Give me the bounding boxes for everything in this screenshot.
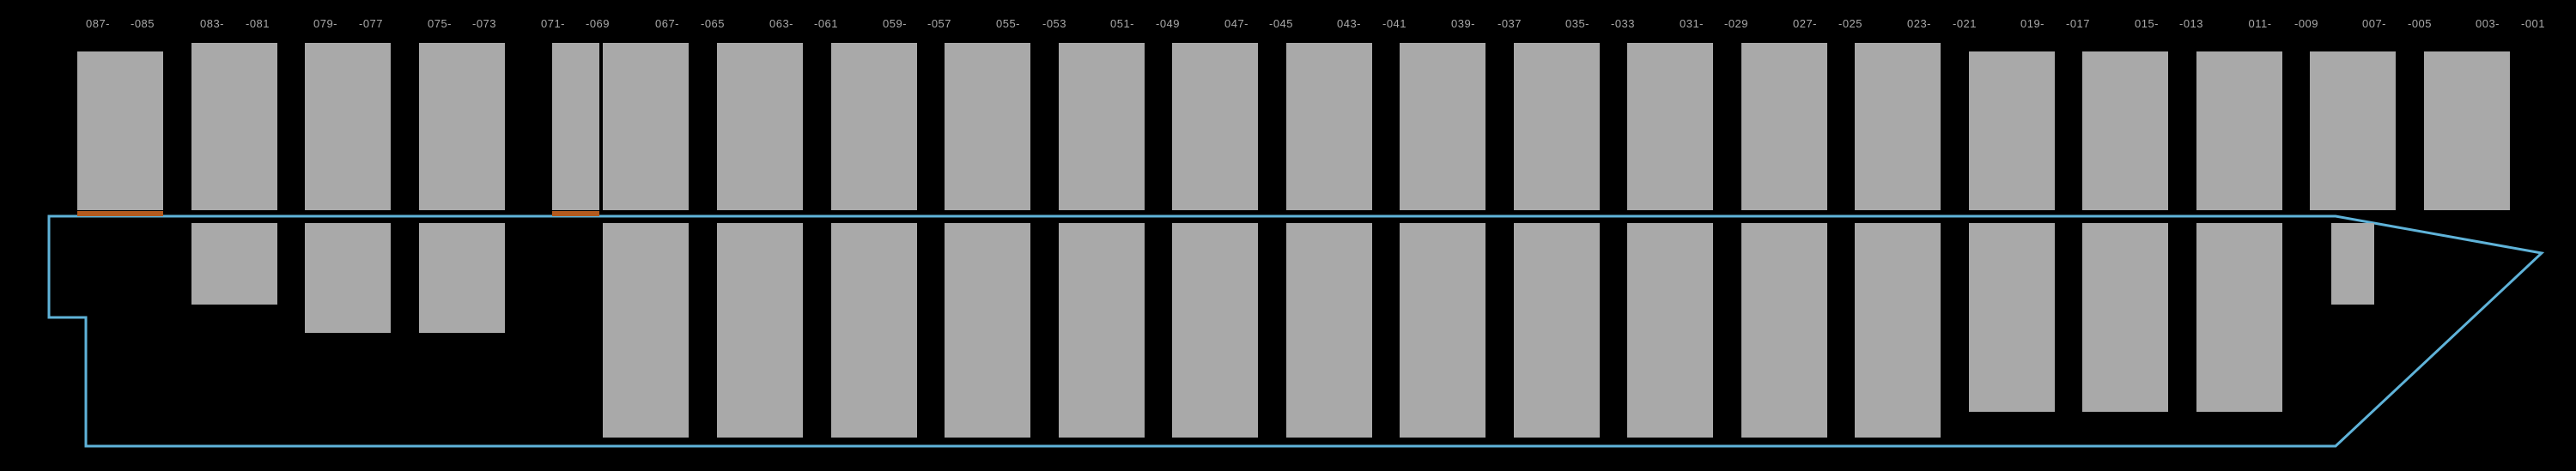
deck-bay[interactable] [1059, 43, 1145, 210]
bay-label: -005 [2394, 17, 2445, 30]
bay-label: 043- [1323, 17, 1375, 30]
bay-label: 047- [1211, 17, 1262, 30]
deck-bay[interactable] [945, 43, 1030, 210]
deck-bay[interactable] [1286, 43, 1372, 210]
deck-bay[interactable] [1172, 43, 1258, 210]
bay-label: 031- [1666, 17, 1717, 30]
bay-label: -065 [687, 17, 738, 30]
hold-bay[interactable] [191, 223, 277, 305]
bay-label: -013 [2166, 17, 2217, 30]
hold-bay[interactable] [1741, 223, 1827, 438]
deck-bay[interactable] [831, 43, 917, 210]
deck-bay[interactable] [2196, 51, 2282, 210]
hold-bay[interactable] [717, 223, 803, 438]
hold-bay[interactable] [945, 223, 1030, 438]
bay-label: -057 [914, 17, 965, 30]
bay-label: 051- [1097, 17, 1148, 30]
deck-bay[interactable] [1514, 43, 1600, 210]
deck-bay[interactable] [77, 51, 163, 210]
bay-label: -041 [1369, 17, 1420, 30]
hold-bay[interactable] [2082, 223, 2168, 412]
bay-label: -017 [2052, 17, 2104, 30]
hold-bay[interactable] [1059, 223, 1145, 438]
bay-label: 079- [300, 17, 351, 30]
hold-bay[interactable] [603, 223, 689, 438]
deck-bay[interactable] [2310, 51, 2396, 210]
deck-bay[interactable] [419, 43, 505, 210]
deck-bay[interactable] [603, 43, 689, 210]
bay-label: -021 [1939, 17, 1990, 30]
hold-bay[interactable] [305, 223, 391, 333]
hold-bay[interactable] [1855, 223, 1941, 438]
deck-bay[interactable] [2082, 51, 2168, 210]
hold-bay[interactable] [1627, 223, 1713, 438]
bay-label: 035- [1552, 17, 1603, 30]
deck-bay[interactable] [1400, 43, 1485, 210]
hold-bay[interactable] [1172, 223, 1258, 438]
bay-label: -081 [232, 17, 283, 30]
bay-label: -025 [1825, 17, 1876, 30]
deck-bay[interactable] [191, 43, 277, 210]
bay-label: 027- [1779, 17, 1831, 30]
bay-label: 059- [869, 17, 920, 30]
bay-label: 019- [2007, 17, 2058, 30]
deck-bay[interactable] [2424, 51, 2510, 210]
deck-bay[interactable] [1627, 43, 1713, 210]
bay-label: 011- [2234, 17, 2286, 30]
bay-label: 075- [414, 17, 465, 30]
bay-label: 039- [1437, 17, 1489, 30]
bay-label: 087- [72, 17, 124, 30]
bay-label: -009 [2281, 17, 2332, 30]
bay-label: 003- [2462, 17, 2513, 30]
bay-label: -029 [1710, 17, 1762, 30]
bay-label: 055- [982, 17, 1034, 30]
deck-bay[interactable] [552, 43, 599, 210]
bay-label: 015- [2121, 17, 2172, 30]
deck-bay[interactable] [1741, 43, 1827, 210]
hatch-cover [552, 211, 599, 216]
deck-bay[interactable] [305, 43, 391, 210]
bay-label: 071- [527, 17, 579, 30]
bay-label: 063- [756, 17, 807, 30]
hold-bay[interactable] [1969, 223, 2055, 412]
bay-label: 023- [1893, 17, 1945, 30]
bay-label: -069 [572, 17, 623, 30]
deck-bay[interactable] [1855, 43, 1941, 210]
hold-bay[interactable] [419, 223, 505, 333]
bay-label: 067- [641, 17, 693, 30]
bay-label: -001 [2507, 17, 2559, 30]
hold-bay[interactable] [1400, 223, 1485, 438]
bay-label: -033 [1597, 17, 1649, 30]
bay-label: -077 [345, 17, 397, 30]
ship-bay-plan: 087--085 083--081 079--077 075--073 071--069… [0, 0, 2576, 471]
bay-label: 083- [186, 17, 238, 30]
hold-bay[interactable] [2331, 223, 2374, 305]
deck-bay[interactable] [1969, 51, 2055, 210]
hold-bay[interactable] [831, 223, 917, 438]
hold-bay[interactable] [2196, 223, 2282, 412]
bay-label: -037 [1484, 17, 1535, 30]
bay-label: -073 [459, 17, 510, 30]
bay-label: -049 [1142, 17, 1194, 30]
deck-bay[interactable] [717, 43, 803, 210]
bay-label: -053 [1029, 17, 1080, 30]
hatch-cover [77, 211, 163, 216]
bay-label: -085 [117, 17, 168, 30]
hold-bay[interactable] [1286, 223, 1372, 438]
bay-label: -061 [800, 17, 852, 30]
hold-bay[interactable] [1514, 223, 1600, 438]
bay-label: -045 [1255, 17, 1307, 30]
bay-label: 007- [2348, 17, 2400, 30]
